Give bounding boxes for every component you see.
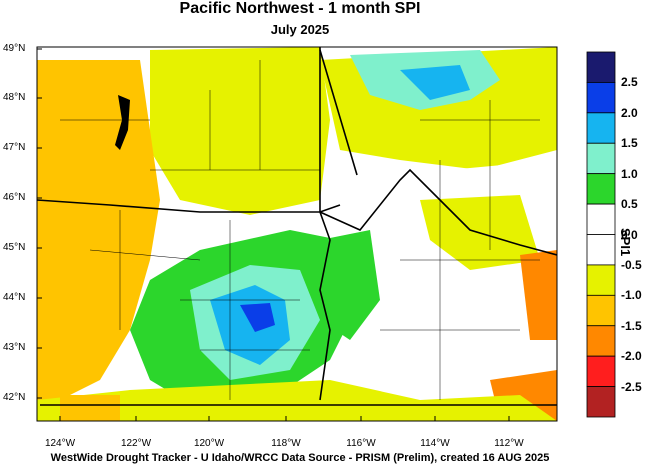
- puget-sound-water: [115, 95, 130, 150]
- map-subtitle: July 2025: [270, 22, 330, 37]
- lon-label-112: 112°W: [494, 438, 524, 449]
- colorbar-tick-label: 1.5: [621, 136, 638, 151]
- lon-label-114: 114°W: [420, 438, 450, 449]
- colorbar-bin: [586, 264, 616, 296]
- lat-label-45: 45°N: [3, 242, 26, 253]
- colorbar-tick-label: 0.0: [621, 227, 638, 242]
- lon-label-122: 122°W: [120, 438, 152, 449]
- colorbar-tick-label: -0.5: [621, 257, 642, 272]
- lat-label-43: 43°N: [3, 342, 26, 353]
- lon-label-116: 116°W: [346, 438, 376, 449]
- colorbar-bin: [586, 112, 616, 144]
- lon-label-124: 124°W: [44, 438, 76, 449]
- colorbar-tick-label: 1.0: [621, 166, 638, 181]
- colorbar-bin: [586, 142, 616, 175]
- colorbar-tick-label: 2.0: [621, 105, 638, 120]
- county-borders: [60, 60, 540, 400]
- colorbar-bin: [586, 203, 616, 235]
- lat-label-48: 48°N: [3, 92, 26, 103]
- state-borders: [37, 47, 557, 406]
- colorbar-tick-label: -2.5: [621, 379, 642, 394]
- dry-moderate-olympic: [60, 90, 140, 180]
- axis-ticks: [37, 48, 510, 421]
- colorbar-bin: [586, 294, 616, 327]
- colorbar-tick-label: 2.5: [621, 75, 638, 90]
- colorbar: [586, 51, 616, 418]
- wet-slight-idaho: [320, 230, 380, 340]
- colorbar-bin: [586, 386, 616, 418]
- map-title: Pacific Northwest - 1 month SPI: [179, 0, 421, 17]
- colorbar-bin: [586, 234, 616, 266]
- lat-label-46: 46°N: [3, 192, 26, 203]
- lon-label-120: 120°W: [193, 438, 225, 449]
- colorbar-tick-label: -2.0: [621, 349, 642, 364]
- colorbar-bin: [586, 355, 616, 387]
- dry-moderate-south: [60, 395, 120, 421]
- footer-credit: WestWide Drought Tracker - U Idaho/WRCC …: [50, 452, 550, 464]
- dry-slight-washington: [150, 47, 330, 215]
- colorbar-bin: [586, 325, 616, 357]
- wet-extreme-oregon: [240, 303, 275, 332]
- lat-label-44: 44°N: [3, 292, 26, 303]
- colorbar-tick-label: -1.5: [621, 318, 642, 333]
- lat-label-42: 42°N: [3, 392, 26, 403]
- colorbar-bin: [586, 82, 616, 114]
- colorbar-tick-label: -1.0: [621, 288, 642, 303]
- colorbar-bin: [586, 173, 616, 205]
- wet-severe-north: [400, 65, 470, 100]
- dry-slight-south: [37, 380, 557, 421]
- colorbar-tick-label: 0.5: [621, 197, 638, 212]
- dry-severe-montana: [520, 250, 557, 340]
- colorbar-bin: [586, 51, 616, 83]
- spi-field: [37, 47, 557, 421]
- lat-label-49: 49°N: [3, 43, 26, 54]
- map-frame: [36, 46, 558, 422]
- lon-label-118: 118°W: [271, 438, 301, 449]
- lat-label-47: 47°N: [3, 142, 26, 153]
